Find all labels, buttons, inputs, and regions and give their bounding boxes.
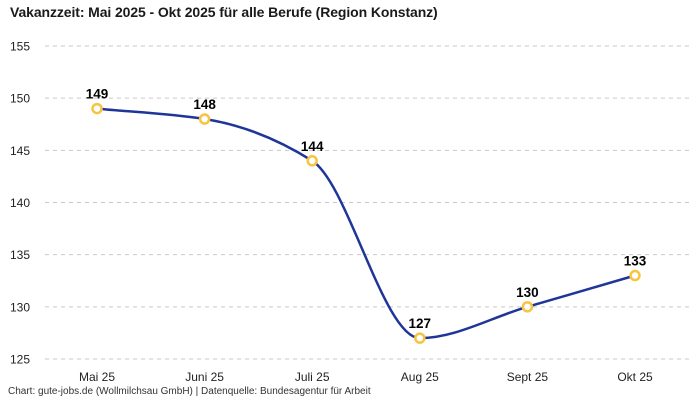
data-marker (629, 269, 641, 282)
data-label: 130 (516, 285, 539, 300)
x-tick-label: Juli 25 (295, 370, 330, 384)
x-axis-labels: Mai 25 Juni 25 Juli 25 Aug 25 Sept 25 Okt 25 (79, 370, 653, 384)
data-label: 127 (409, 316, 432, 331)
data-label: 148 (193, 97, 216, 112)
data-point-labels: 149 148 144 127 130 133 (86, 87, 647, 332)
data-marker (198, 113, 211, 125)
data-marker (91, 102, 103, 115)
data-point-markers (91, 102, 641, 344)
series-line (95, 107, 637, 340)
y-tick-label: 130 (10, 300, 30, 314)
y-tick-label: 145 (10, 144, 30, 158)
chart-title: Vakanzzeit: Mai 2025 - Okt 2025 für alle… (10, 4, 438, 20)
x-tick-label: Aug 25 (401, 370, 439, 384)
data-label: 144 (301, 139, 324, 154)
x-tick-label: Mai 25 (79, 370, 115, 384)
data-label: 149 (86, 87, 109, 102)
y-tick-label: 150 (10, 92, 30, 106)
y-tick-label: 135 (10, 248, 30, 262)
data-marker (306, 155, 318, 167)
data-label: 133 (624, 254, 647, 269)
data-marker (414, 332, 426, 344)
gridlines (45, 45, 692, 360)
x-tick-label: Juni 25 (185, 370, 224, 384)
y-tick-label: 155 (10, 40, 30, 54)
y-tick-label: 125 (10, 353, 30, 367)
x-tick-label: Okt 25 (617, 370, 653, 384)
data-marker (521, 301, 534, 313)
y-tick-label: 140 (10, 196, 30, 210)
x-tick-label: Sept 25 (507, 370, 549, 384)
chart-footer: Chart: gute-jobs.de (Wollmilchsau GmbH) … (8, 386, 371, 397)
y-axis-labels: 125 130 135 140 145 150 155 (10, 40, 30, 367)
